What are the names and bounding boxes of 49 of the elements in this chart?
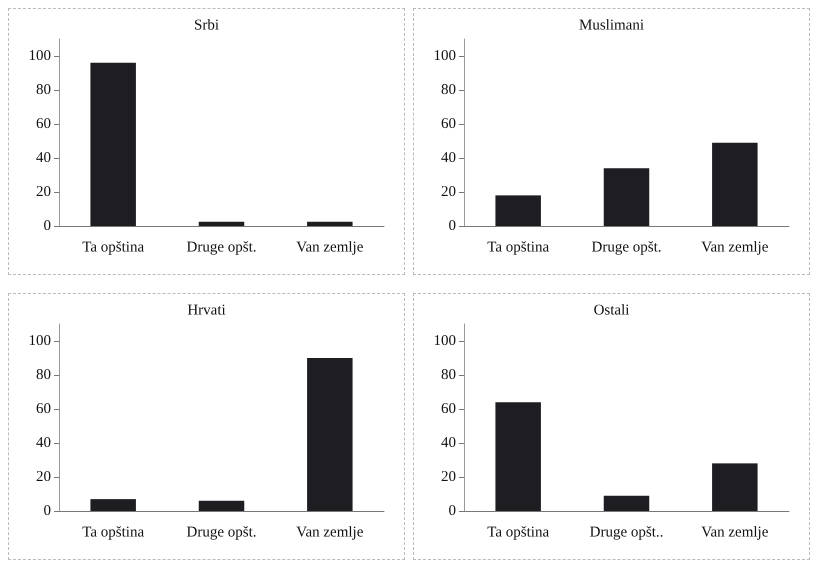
- x-tick-label: Ta opština: [82, 524, 144, 540]
- y-tick-label: 100: [28, 333, 51, 349]
- bar: [712, 463, 758, 511]
- bar: [495, 195, 541, 226]
- y-tick-label: 80: [441, 367, 456, 383]
- bar: [604, 496, 650, 511]
- y-tick-label: 60: [36, 116, 51, 132]
- y-tick-label: 80: [441, 82, 456, 98]
- y-tick-label: 80: [36, 82, 51, 98]
- y-tick-label: 20: [441, 184, 456, 200]
- y-tick-label: 40: [36, 150, 51, 166]
- y-tick-label: 80: [36, 367, 51, 383]
- bar: [90, 499, 136, 511]
- bar: [712, 142, 758, 226]
- y-tick-label: 100: [434, 48, 456, 64]
- x-tick-label: Ta opština: [487, 524, 550, 540]
- x-tick-label: Druge opšt.: [186, 524, 256, 540]
- bar: [604, 168, 650, 226]
- x-tick-label: Druge opšt..: [590, 524, 664, 540]
- x-tick-label: Van zemlje: [296, 524, 364, 540]
- x-tick-label: Ta opština: [487, 240, 550, 256]
- y-tick-label: 0: [44, 503, 51, 519]
- y-tick-label: 0: [44, 218, 51, 234]
- y-tick-label: 0: [448, 503, 456, 519]
- chart-title: Ostali: [594, 302, 630, 318]
- y-tick-label: 40: [441, 435, 456, 451]
- chart-title: Muslimani: [578, 18, 644, 34]
- y-tick-label: 20: [441, 469, 456, 485]
- x-tick-label: Druge opšt.: [186, 240, 256, 256]
- y-tick-label: 60: [441, 401, 456, 417]
- y-tick-label: 20: [36, 184, 51, 200]
- x-tick-label: Van zemlje: [701, 524, 769, 540]
- y-tick-label: 60: [441, 116, 456, 132]
- x-tick-label: Druge opšt.: [592, 240, 662, 256]
- chart-title: Srbi: [194, 18, 220, 34]
- chart-title: Hrvati: [187, 302, 226, 318]
- x-tick-label: Van zemlje: [296, 240, 364, 256]
- y-tick-label: 100: [28, 48, 51, 64]
- bar: [307, 358, 353, 511]
- bar: [495, 402, 541, 511]
- x-tick-label: Ta opština: [82, 240, 144, 256]
- y-tick-label: 40: [441, 150, 456, 166]
- x-tick-label: Van zemlje: [701, 240, 769, 256]
- y-tick-label: 100: [434, 333, 456, 349]
- y-tick-label: 60: [36, 401, 51, 417]
- bar: [198, 500, 244, 511]
- y-tick-label: 40: [36, 435, 51, 451]
- y-tick-label: 0: [448, 218, 456, 234]
- y-tick-label: 20: [36, 469, 51, 485]
